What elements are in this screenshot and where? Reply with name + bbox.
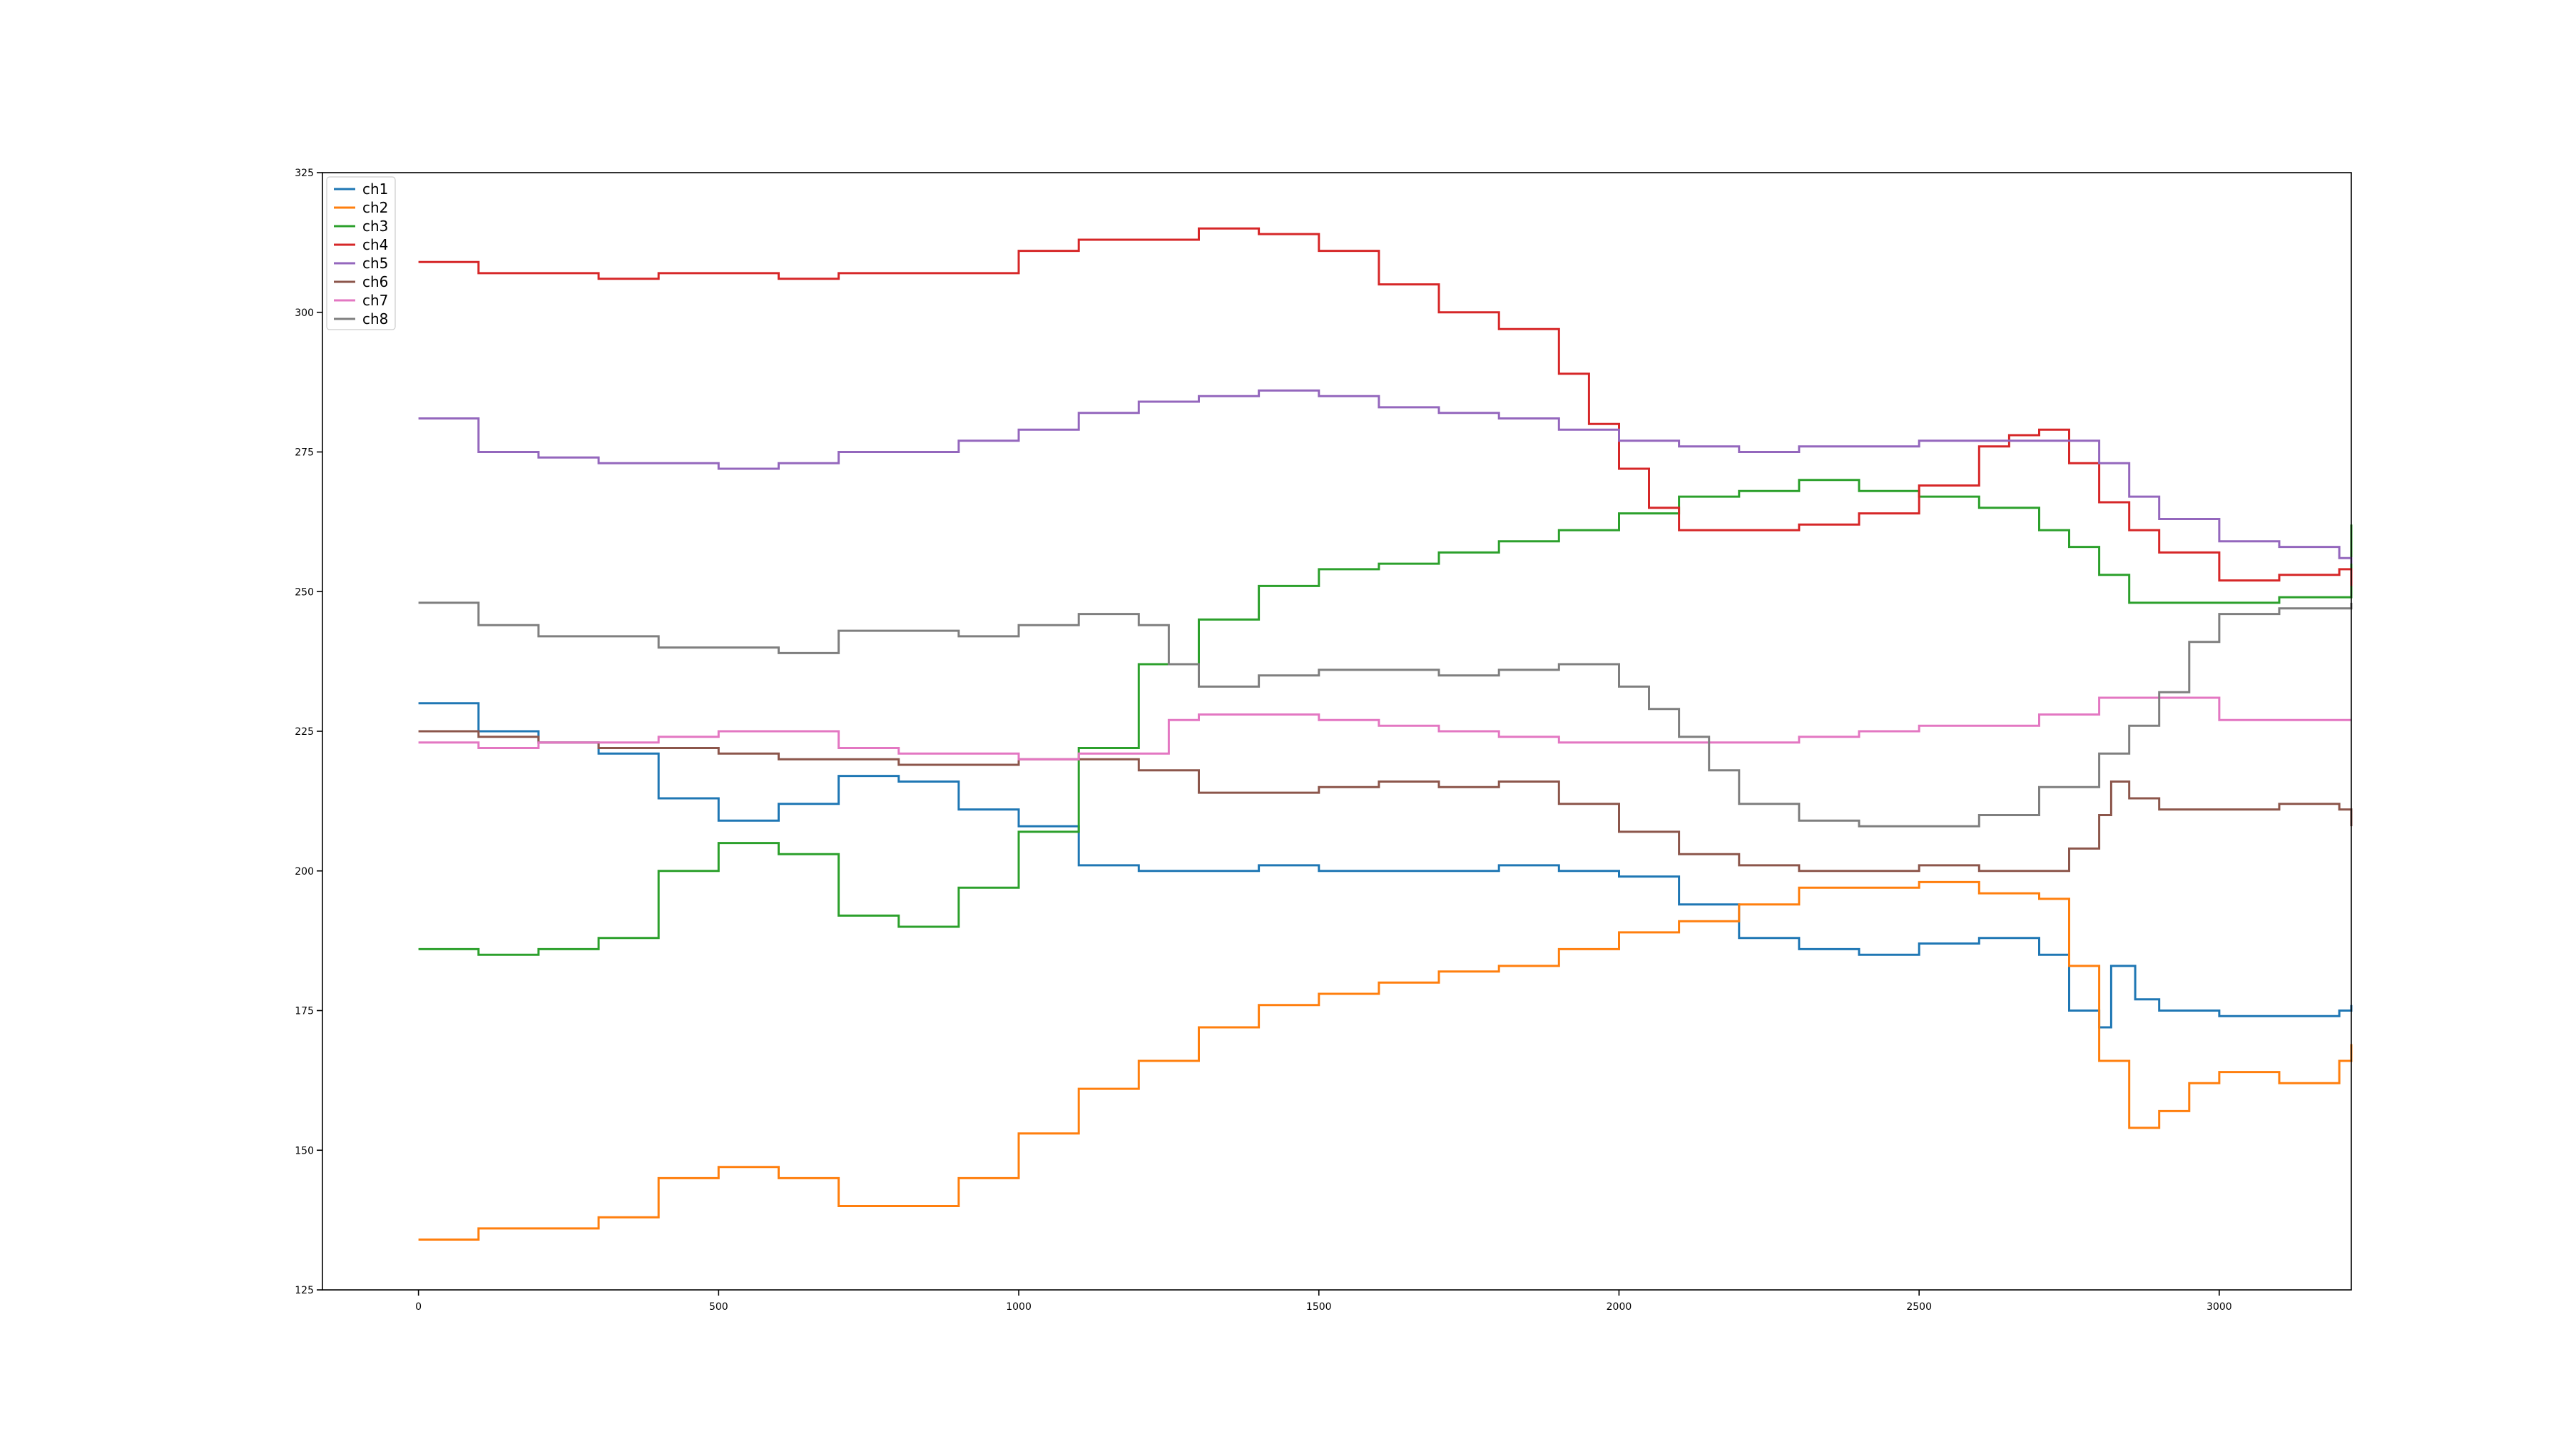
x-tick-label: 2000 xyxy=(1607,1301,1632,1313)
x-tick-label: 0 xyxy=(415,1301,422,1313)
series-line-ch4 xyxy=(418,227,2353,586)
legend-label-ch4: ch4 xyxy=(362,236,388,253)
y-tick-label: 325 xyxy=(295,168,314,179)
y-tick-label: 150 xyxy=(295,1145,314,1156)
series-line-ch3 xyxy=(418,479,2353,956)
legend-label-ch5: ch5 xyxy=(362,255,388,272)
series-line-ch8 xyxy=(418,601,2353,828)
x-tick-label: 500 xyxy=(709,1301,728,1313)
y-tick-label: 200 xyxy=(295,866,314,878)
legend-label-ch3: ch3 xyxy=(362,218,388,235)
x-tick-label: 1000 xyxy=(1006,1301,1032,1313)
legend-label-ch2: ch2 xyxy=(362,199,388,216)
legend-label-ch7: ch7 xyxy=(362,292,388,309)
series-line-ch5 xyxy=(418,389,2353,564)
plot-area-frame xyxy=(322,172,2352,1291)
legend-box xyxy=(326,176,396,330)
series-line-ch2 xyxy=(418,880,2353,1241)
plot-area-background xyxy=(322,173,2351,1290)
y-tick-label: 300 xyxy=(295,307,314,319)
y-tick-label: 275 xyxy=(295,447,314,459)
y-tick-label: 225 xyxy=(295,726,314,738)
axes-layer: 0 500 1000 1500 2000 2500 3000 125 150 175 200 225 2… xyxy=(295,168,2231,1313)
legend-label-ch1: ch1 xyxy=(362,180,388,198)
series-line-ch6 xyxy=(418,730,2353,873)
y-tick-label: 175 xyxy=(295,1006,314,1017)
x-tick-label: 1500 xyxy=(1306,1301,1332,1313)
series-line-ch1 xyxy=(418,702,2353,1029)
y-tick-label: 250 xyxy=(295,586,314,598)
series-line-ch7 xyxy=(418,696,2351,761)
x-tick-label: 3000 xyxy=(2206,1301,2232,1313)
legend-label-ch8: ch8 xyxy=(362,310,388,327)
legend-label-ch6: ch6 xyxy=(362,273,388,290)
x-tick-label: 2500 xyxy=(1906,1301,1932,1313)
y-tick-label: 125 xyxy=(295,1285,314,1296)
series-layer xyxy=(418,227,2353,1241)
